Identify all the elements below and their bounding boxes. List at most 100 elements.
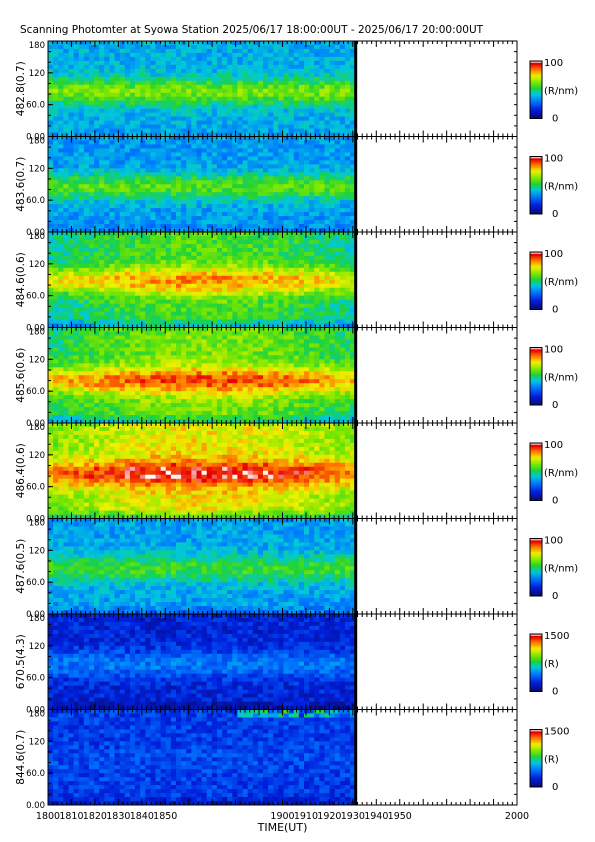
heatmap-cell [196, 319, 202, 324]
heatmap-cell [216, 108, 223, 114]
heatmap-cell [314, 160, 320, 165]
heatmap-cell [145, 299, 151, 305]
heatmap-cell [150, 128, 156, 133]
heatmap-cell [160, 311, 167, 316]
heatmap-cell [339, 200, 346, 205]
heatmap-cell [99, 76, 105, 82]
heatmap-cell [263, 307, 269, 312]
heatmap-cell [58, 279, 64, 285]
heatmap-cell [78, 299, 85, 305]
heatmap-cell [334, 275, 341, 281]
heatmap-cell [227, 100, 233, 106]
heatmap-cell [222, 92, 228, 98]
heatmap-cell [211, 96, 218, 102]
heatmap-cell [309, 176, 315, 181]
heatmap-cell [283, 319, 290, 324]
heatmap-cell [88, 60, 95, 66]
heatmap-cell [150, 220, 156, 225]
heatmap-cell [109, 255, 115, 261]
heatmap-cell [329, 239, 336, 245]
heatmap-cell [298, 208, 305, 213]
heatmap-cell [309, 168, 315, 173]
heatmap-cell [160, 120, 167, 125]
heatmap-cell [150, 224, 156, 229]
heatmap-cell [293, 148, 300, 153]
heatmap-cell [99, 287, 105, 293]
heatmap-cell [175, 315, 182, 320]
heatmap-cell [129, 271, 136, 277]
heatmap-cell [63, 271, 69, 277]
heatmap-cell [104, 48, 110, 54]
heatmap-cell [124, 271, 131, 277]
heatmap-cell [63, 144, 69, 149]
heatmap-cell [124, 263, 131, 269]
colorbar-segment [530, 114, 542, 118]
heatmap-cell [247, 184, 254, 189]
heatmap-cell [175, 255, 182, 261]
heatmap-cell [278, 212, 284, 217]
heatmap-cell [339, 267, 346, 273]
heatmap-cell [170, 152, 177, 157]
heatmap-cell [273, 136, 279, 141]
heatmap-cell [155, 247, 162, 253]
heatmap-cell [268, 283, 274, 289]
heatmap-cell [278, 204, 284, 209]
heatmap-cell [94, 184, 100, 189]
heatmap-cell [344, 52, 351, 58]
heatmap-cell [273, 64, 279, 70]
heatmap-cell [247, 275, 254, 281]
heatmap-cell [99, 64, 105, 70]
y-tick-label: 0.00 [26, 324, 45, 334]
heatmap-cell [324, 68, 330, 74]
heatmap-cell [339, 196, 346, 201]
heatmap-cell [170, 144, 177, 149]
heatmap-cell [53, 271, 59, 277]
heatmap-cell [273, 48, 279, 54]
heatmap-cell [309, 267, 315, 273]
heatmap-cell [309, 216, 315, 221]
heatmap-cell [339, 168, 346, 173]
heatmap-cell [104, 239, 110, 245]
heatmap-cell [329, 48, 336, 54]
heatmap-cell [227, 128, 233, 133]
heatmap-cell [58, 76, 64, 82]
heatmap-cell [252, 188, 259, 193]
heatmap-cell [129, 56, 136, 62]
heatmap-cell [104, 128, 110, 133]
heatmap-cell [104, 255, 110, 261]
heatmap-cell [109, 208, 115, 213]
heatmap-cell [186, 68, 192, 74]
heatmap-cell [232, 60, 238, 66]
heatmap-cell [186, 283, 192, 289]
heatmap-cell [78, 41, 85, 46]
heatmap-cell [191, 100, 197, 106]
heatmap-cell [206, 232, 213, 237]
heatmap-cell [206, 259, 213, 265]
heatmap-cell [175, 307, 182, 312]
heatmap-cell [216, 44, 223, 50]
heatmap-cell [68, 251, 74, 257]
heatmap-cell [160, 216, 167, 221]
heatmap-cell [288, 271, 295, 277]
heatmap-cell [78, 315, 85, 320]
heatmap-cell [68, 275, 74, 281]
heatmap-cell [237, 220, 243, 225]
heatmap-cell [252, 275, 259, 281]
heatmap-cell [196, 104, 202, 110]
heatmap-cell [314, 315, 320, 320]
heatmap-cell [48, 140, 54, 145]
heatmap-cell [160, 235, 167, 241]
heatmap-cell [165, 251, 172, 257]
heatmap-cell [88, 295, 95, 301]
heatmap-cell [99, 80, 105, 86]
heatmap-cell [181, 235, 187, 241]
heatmap-cell [206, 72, 213, 78]
heatmap-cell [119, 224, 126, 229]
heatmap-cell [257, 208, 264, 213]
heatmap-cell [109, 267, 115, 273]
heatmap-cell [329, 108, 336, 114]
heatmap-cell [119, 41, 126, 46]
heatmap-cell [165, 124, 172, 129]
heatmap-cell [344, 251, 351, 257]
heatmap-cell [58, 311, 64, 316]
